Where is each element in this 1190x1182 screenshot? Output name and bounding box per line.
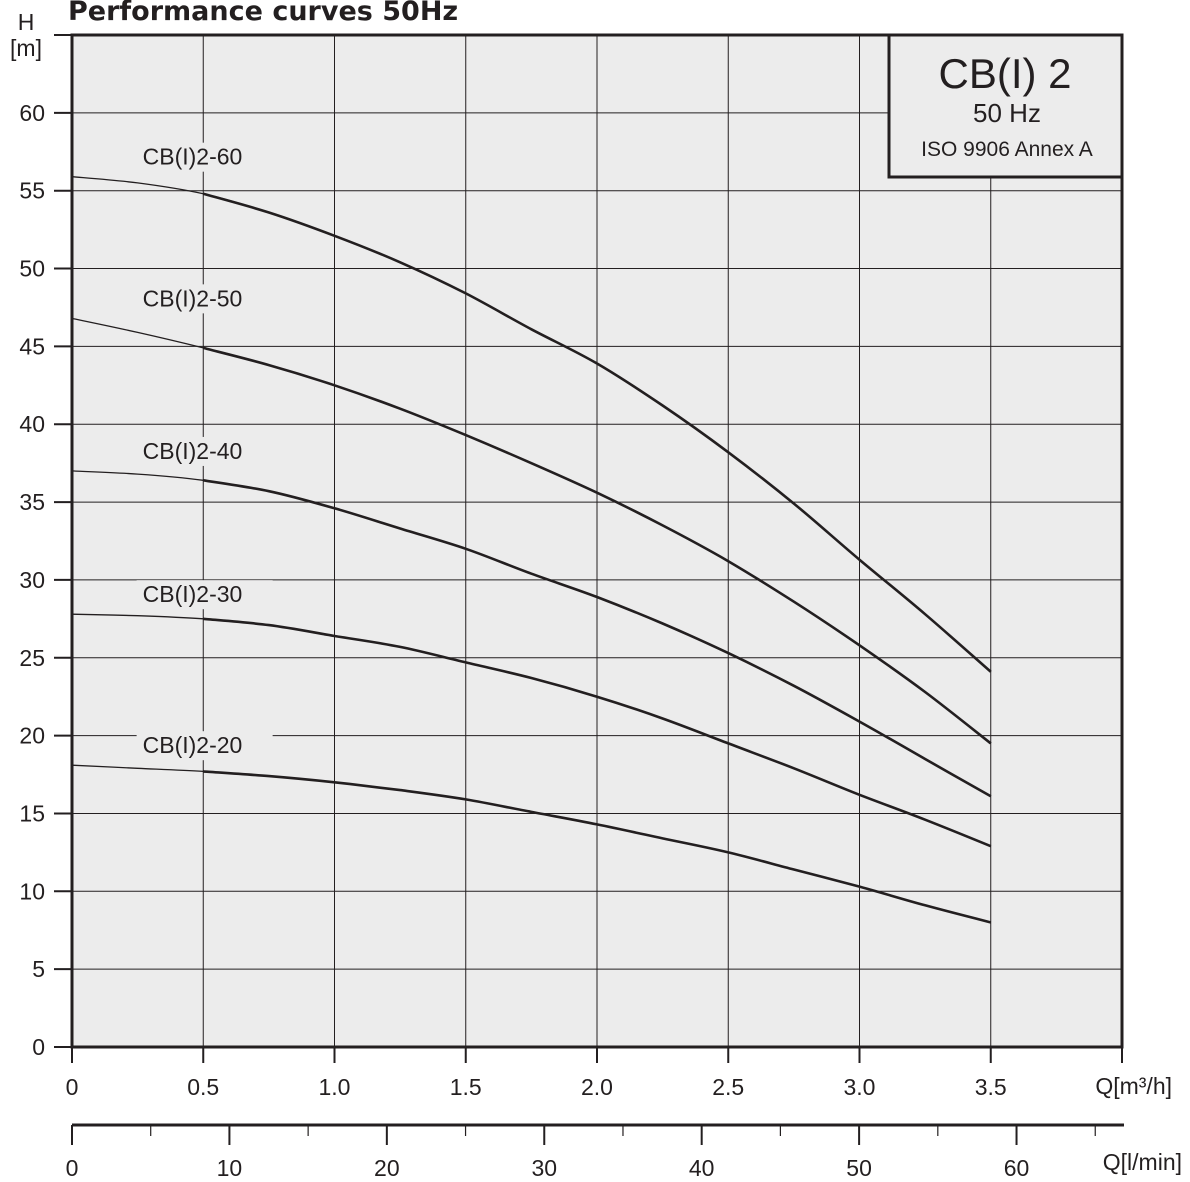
x2-tick-label: 50 xyxy=(846,1155,872,1181)
series-label: CB(I)2-30 xyxy=(143,581,243,607)
series-line xyxy=(203,770,992,924)
x2-axis-label: Q[l/min] xyxy=(1103,1149,1182,1175)
y-tick-label: 50 xyxy=(19,256,45,282)
y-tick-label: 5 xyxy=(32,956,45,982)
legend-box-standard: ISO 9906 Annex A xyxy=(921,138,1093,161)
series-label: CB(I)2-50 xyxy=(143,285,243,311)
x2-tick-label: 0 xyxy=(66,1155,79,1181)
y-tick-label: 15 xyxy=(19,800,45,826)
series-label-bg xyxy=(136,580,273,610)
legend-box-title: CB(I) 2 xyxy=(938,50,1071,97)
x2-tick-label: 20 xyxy=(374,1155,400,1181)
x-axis-label: Q[m³/h] xyxy=(1095,1073,1172,1099)
y-tick-label: 40 xyxy=(19,411,45,437)
y-axis-label: H xyxy=(18,9,35,35)
x-tick-label: 0.5 xyxy=(187,1074,219,1100)
y-tick-label: 25 xyxy=(19,645,45,671)
x2-axis-ticks: 0 10 20 30 40 50 60 xyxy=(66,1125,1096,1181)
curves xyxy=(71,176,992,924)
x-tick-label: 3.0 xyxy=(844,1074,876,1100)
series-line xyxy=(202,346,992,745)
series-label-bg xyxy=(136,284,273,314)
series-label-bg xyxy=(136,436,273,466)
series-labels: CB(I)2-60 CB(I)2-50 CB(I)2-40 CB(I)2-30 CB(I… xyxy=(136,142,273,761)
y-tick-label: 10 xyxy=(19,878,45,904)
legend-box xyxy=(887,33,1124,179)
series-label: CB(I)2-40 xyxy=(143,438,243,464)
series-label: CB(I)2-60 xyxy=(143,144,243,170)
series-label: CB(I)2-20 xyxy=(143,732,243,758)
x-tick-label: 1.0 xyxy=(319,1074,351,1100)
x-tick-label: 2.0 xyxy=(581,1074,613,1100)
x-axis-ticks: 0 0.5 1.0 1.5 2.0 2.5 3.0 3.5 xyxy=(66,1047,1123,1100)
x-tick-label: 2.5 xyxy=(712,1074,744,1100)
y-tick-label: 30 xyxy=(19,567,45,593)
x2-tick-label: 60 xyxy=(1004,1155,1030,1181)
x2-tick-label: 40 xyxy=(689,1155,715,1181)
x2-tick-label: 10 xyxy=(217,1155,243,1181)
legend-box-frequency: 50 Hz xyxy=(973,98,1041,128)
x-tick-label: 1.5 xyxy=(450,1074,482,1100)
y-tick-label: 45 xyxy=(19,333,45,359)
y-axis-unit: [m] xyxy=(10,35,42,61)
vertical-gridlines xyxy=(202,35,992,1047)
y-tick-label: 55 xyxy=(19,178,45,204)
x-tick-label: 3.5 xyxy=(975,1074,1007,1100)
y-tick-label: 20 xyxy=(19,723,45,749)
y-tick-label: 60 xyxy=(19,100,45,126)
y-tick-label: 35 xyxy=(19,489,45,515)
y-axis-ticks: 0 5 10 15 20 25 30 35 40 45 50 55 60 xyxy=(19,34,72,1060)
series-line xyxy=(202,192,992,673)
series-label-bg xyxy=(136,731,273,761)
x2-tick-label: 30 xyxy=(531,1155,557,1181)
y-tick-label: 0 xyxy=(32,1034,45,1060)
x-tick-label: 0 xyxy=(66,1074,79,1100)
series-line xyxy=(203,479,992,798)
series-line xyxy=(203,617,992,848)
series-label-bg xyxy=(136,142,273,172)
chart-title: Performance curves 50Hz xyxy=(68,0,458,27)
